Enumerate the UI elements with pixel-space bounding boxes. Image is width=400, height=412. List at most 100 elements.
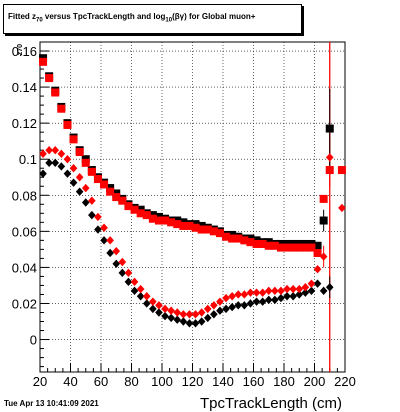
title-subscript: 10 <box>165 17 173 24</box>
data-point-square <box>337 166 346 175</box>
axis-labels: 20 40 60 80 100 120 140 160 180 200 220 0 0.02 0.04 0.… <box>12 44 356 412</box>
data-point-square <box>69 135 78 144</box>
data-point-diamond <box>45 145 53 155</box>
data-point-diamond <box>124 277 133 287</box>
data-point-square <box>270 241 279 250</box>
data-point-diamond <box>295 284 304 294</box>
axis-ticks <box>39 41 346 372</box>
data-point-diamond <box>161 311 169 321</box>
data-point-diamond <box>173 315 182 324</box>
data-point-square <box>307 243 316 252</box>
data-point-square <box>234 234 243 243</box>
data-point-diamond <box>100 236 108 245</box>
data-point-square <box>100 180 109 189</box>
data-point-diamond <box>75 187 84 196</box>
data-point-diamond <box>252 297 261 306</box>
data-point-square <box>124 202 133 211</box>
data-point-square <box>289 243 298 252</box>
data-point-diamond <box>161 304 169 314</box>
data-point-diamond <box>75 173 84 182</box>
y-tick-label: 0.06 <box>12 224 37 239</box>
data-point-diamond <box>191 310 200 319</box>
x-tick-label: 20 <box>33 374 47 389</box>
data-point-diamond <box>155 301 163 310</box>
data-point-square <box>185 221 194 230</box>
data-point-diamond <box>149 304 157 314</box>
data-point-diamond <box>210 301 218 310</box>
data-point-diamond <box>222 293 230 303</box>
data-point-diamond <box>222 304 230 314</box>
y-tick-label: 0.04 <box>12 260 37 275</box>
title-part: versus TpcTrackLength and log <box>42 12 166 21</box>
data-point-diamond <box>81 183 90 193</box>
x-tick-label: 60 <box>94 374 108 389</box>
data-point-square <box>209 227 218 236</box>
data-point-square <box>173 220 182 229</box>
data-point-square <box>325 166 334 175</box>
data-point-diamond <box>124 268 133 278</box>
x-tick-label: 40 <box>63 374 77 389</box>
data-point-diamond <box>197 317 206 326</box>
data-point-diamond <box>106 248 114 258</box>
data-point-diamond <box>167 306 175 315</box>
data-point-square <box>63 120 72 129</box>
data-point-square <box>325 124 334 133</box>
data-point-diamond <box>51 145 60 155</box>
data-point-diamond <box>283 284 291 294</box>
data-point-square <box>39 57 48 66</box>
timestamp: Tue Apr 13 10:41:09 2021 <box>4 399 99 408</box>
data-point-square <box>45 74 54 83</box>
data-point-square <box>252 239 261 248</box>
data-point-diamond <box>69 164 78 173</box>
data-point-diamond <box>338 203 346 213</box>
data-point-diamond <box>228 292 236 301</box>
data-point-diamond <box>258 297 267 306</box>
data-point-diamond <box>118 257 127 267</box>
y-tick-label: 0 <box>30 333 37 348</box>
y-axis-label: z70 <box>17 44 24 55</box>
data-point-diamond <box>45 158 53 168</box>
data-point-square <box>87 167 96 176</box>
data-point-diamond <box>81 198 90 207</box>
data-point-diamond <box>264 286 273 296</box>
x-tick-label: 80 <box>124 374 138 389</box>
data-point-square <box>161 216 170 225</box>
data-point-diamond <box>277 293 285 303</box>
data-point-diamond <box>271 295 279 305</box>
x-tick-label: 180 <box>273 374 295 389</box>
data-point-square <box>319 216 328 225</box>
data-point-square <box>258 239 267 248</box>
data-point-diamond <box>234 301 243 310</box>
data-point-diamond <box>240 290 249 299</box>
title-part: (βγ) for Global muon+ <box>172 12 256 21</box>
data-point-square <box>136 209 145 218</box>
grid-lines <box>40 42 345 372</box>
data-point-square <box>264 241 273 250</box>
data-point-diamond <box>234 290 243 299</box>
data-point-diamond <box>100 223 108 232</box>
data-point-diamond <box>301 283 310 292</box>
data-point-diamond <box>57 162 66 171</box>
data-point-square <box>240 236 249 245</box>
x-tick-label: 200 <box>304 374 326 389</box>
data-point-diamond <box>112 259 121 269</box>
data-point-diamond <box>88 196 96 205</box>
data-point-diamond <box>307 286 316 296</box>
data-point-square <box>179 221 188 230</box>
data-point-diamond <box>179 317 188 326</box>
chart-title-box: Fitted z70 versus TpcTrackLength and log… <box>3 4 302 34</box>
data-point-diamond <box>57 149 66 159</box>
data-point-square <box>167 218 176 227</box>
data-point-diamond <box>277 286 285 296</box>
data-point-diamond <box>130 286 139 296</box>
data-point-square <box>118 196 127 205</box>
data-point-diamond <box>271 286 279 296</box>
data-point-diamond <box>203 313 212 323</box>
data-point-diamond <box>301 288 310 297</box>
data-point-diamond <box>173 308 182 317</box>
data-point-diamond <box>185 319 194 328</box>
y-tick-label: 0.12 <box>12 116 37 131</box>
data-point-square <box>154 216 163 225</box>
data-point-square <box>228 234 237 243</box>
data-point-diamond <box>252 288 261 297</box>
